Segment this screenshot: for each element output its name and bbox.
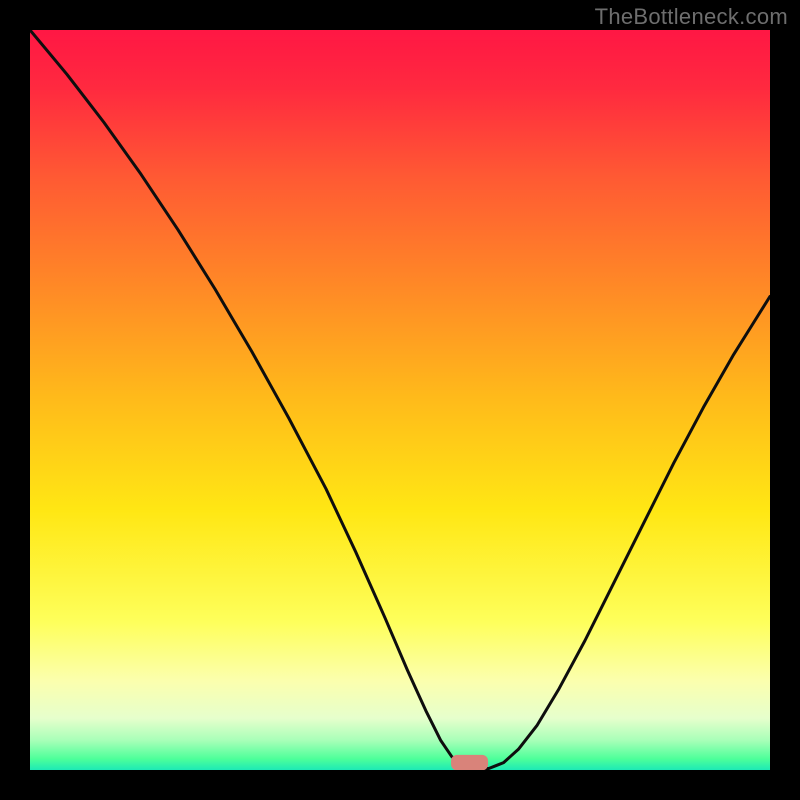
optimal-marker	[451, 755, 488, 770]
watermark-text: TheBottleneck.com	[595, 4, 788, 30]
bottleneck-chart	[30, 30, 770, 770]
chart-frame: TheBottleneck.com	[0, 0, 800, 800]
chart-background	[30, 30, 770, 770]
